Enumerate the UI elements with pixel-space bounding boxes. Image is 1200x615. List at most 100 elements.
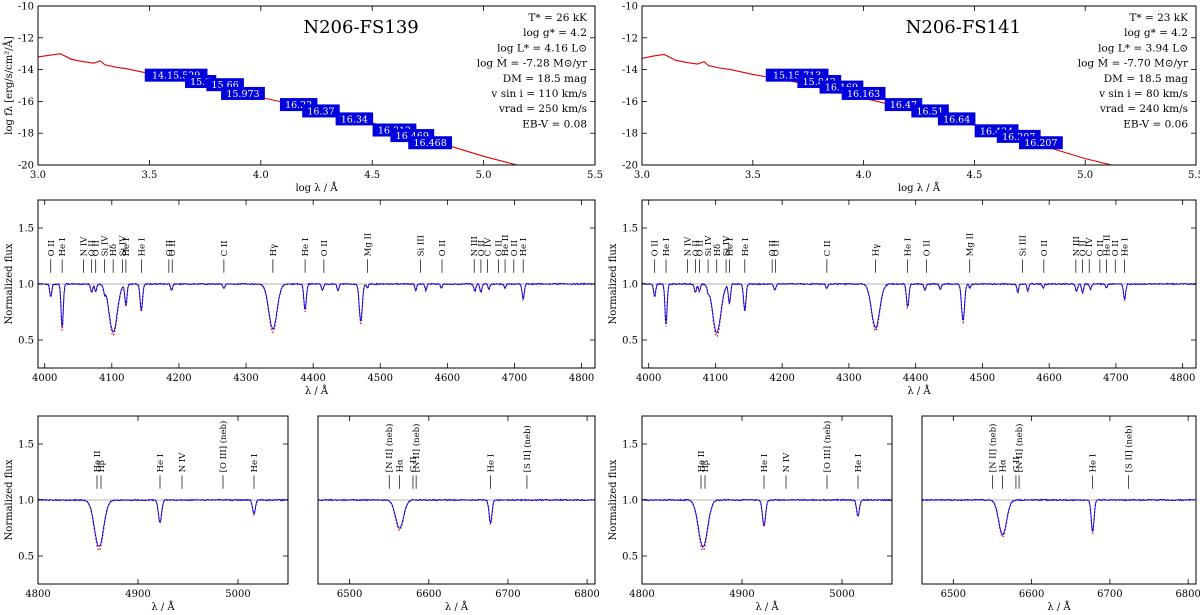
- x-axis-label: λ / Å: [1047, 601, 1071, 613]
- stellar-parameter: log Ṁ = -7.70 M⊙/yr: [1078, 56, 1189, 70]
- photometry-badge: [937, 112, 976, 126]
- model-spectrum: [38, 499, 288, 551]
- stellar-parameter: log g* = 4.2: [1124, 27, 1188, 39]
- y-tick-label: 1.0: [622, 280, 638, 291]
- x-tick-label: 6700: [1097, 589, 1122, 600]
- line-id-label: He I: [156, 454, 166, 473]
- line-id-label: Hβ: [701, 460, 711, 472]
- y-tick-label: 0.5: [622, 552, 638, 563]
- photometry-label: 15.7: [190, 77, 211, 88]
- line-id-label: N IV: [782, 452, 792, 472]
- line-id-label: O II: [651, 240, 661, 256]
- x-tick-label: 4.5: [966, 170, 982, 181]
- x-tick-label: 4300: [836, 373, 861, 384]
- line-id-label: Mg II: [364, 233, 374, 257]
- photometry-badge: [408, 136, 453, 150]
- y-tick-label: 1.5: [18, 224, 34, 235]
- plot-frame: [641, 5, 1197, 166]
- y-tick-label: 1.5: [622, 224, 638, 235]
- line-id-label: O II: [691, 240, 701, 256]
- y-tick-label: 1.5: [18, 440, 34, 451]
- panel-blue-fs141: 4000 4100 4200 4300 4400 4500 4600 4700 4800 0.5 1…: [608, 199, 1197, 397]
- x-tick-label: 3.0: [634, 170, 650, 181]
- panel-hb-fs139: 4800 4900 5000 0.5 1.0 1.5 λ / Å Normalized flu…: [4, 415, 289, 613]
- panel-blue-fs139: 4000 4100 4200 4300 4400 4500 4600 4700 4800 0.5 1…: [4, 199, 596, 397]
- observed-spectrum: [642, 282, 1196, 334]
- line-id-label: O II: [88, 240, 98, 256]
- line-id-label: [S II] (neb): [522, 425, 533, 472]
- line-id-label: He I: [301, 238, 311, 257]
- line-id-label: O II: [1096, 240, 1106, 256]
- photometry-badge: [1018, 136, 1063, 150]
- stellar-parameter: vrad = 240 km/s: [1099, 103, 1188, 115]
- line-id-label: O II: [92, 240, 102, 256]
- y-tick-label: -14: [18, 65, 34, 76]
- line-id-label: Si III: [1018, 235, 1028, 256]
- stellar-parameter: log Ṁ = -7.28 M⊙/yr: [477, 56, 588, 70]
- x-tick-label: 4800: [1170, 373, 1195, 384]
- x-tick-label: 4700: [502, 373, 527, 384]
- y-tick-label: -18: [622, 129, 638, 140]
- photometry-label: 16.207: [1024, 138, 1057, 149]
- photometry-label: 16.51: [916, 106, 943, 117]
- line-id-label: He I: [662, 238, 672, 257]
- photometry-label: 15.15.713: [773, 71, 821, 82]
- x-tick-label: 4800: [25, 589, 50, 600]
- model-spectrum: [642, 499, 892, 551]
- line-id-label: [N II] (neb): [1014, 424, 1025, 473]
- x-axis-label: log λ / Å: [898, 182, 941, 194]
- photometry-label: 16.22: [285, 100, 312, 111]
- x-tick-label: 4900: [125, 589, 150, 600]
- x-tick-label: 6500: [941, 589, 966, 600]
- y-axis-label: Normalized flux: [4, 459, 15, 540]
- y-tick-label: -10: [622, 2, 638, 13]
- y-tick-label: -10: [18, 2, 34, 13]
- x-tick-label: 5.5: [587, 170, 603, 181]
- line-id-label: Hα: [396, 459, 406, 472]
- line-id-label: Si IV: [119, 235, 129, 257]
- x-tick-label: 4200: [769, 373, 794, 384]
- y-tick-label: -16: [18, 97, 34, 108]
- y-tick-label: -18: [18, 129, 34, 140]
- x-tick-label: 5.0: [1077, 170, 1093, 181]
- panel-hb-fs141: 4800 4900 5000 0.5 1.0 1.5 λ / Å Normalized flu…: [608, 415, 893, 613]
- observed-spectrum: [38, 498, 288, 547]
- line-id-label: [S II] (neb): [1124, 425, 1135, 472]
- line-id-label: N IV: [683, 236, 693, 256]
- y-tick-label: 0.5: [18, 552, 34, 563]
- stellar-parameter: DM = 18.5 mag: [503, 73, 588, 85]
- photometry-label: 16.163: [847, 89, 880, 100]
- line-id-label: [N II] (neb): [987, 424, 998, 473]
- plot-frame: [921, 415, 1197, 585]
- observed-spectrum: [922, 498, 1196, 536]
- line-id-label: He II: [93, 450, 103, 472]
- line-id-label: O II: [695, 240, 705, 256]
- line-id-label: He I: [760, 454, 770, 473]
- line-id-label: [O III] (neb): [822, 421, 833, 473]
- model-spectrum: [922, 499, 1196, 538]
- line-id-label: N IV: [178, 452, 188, 472]
- plot-frame: [37, 5, 596, 166]
- line-id-label: He I: [519, 238, 529, 257]
- line-id-label: He I: [854, 454, 864, 473]
- model-spectrum: [642, 283, 1196, 338]
- x-axis-label: λ / Å: [907, 385, 931, 397]
- photometry-label: 16.47: [890, 100, 917, 111]
- line-id-label: [O III] (neb): [218, 421, 229, 473]
- line-id-label: He II: [1103, 234, 1113, 256]
- x-tick-label: 6800: [574, 589, 599, 600]
- stellar-parameter: v sin i = 80 km/s: [1098, 88, 1188, 100]
- x-axis-label: λ / Å: [755, 601, 779, 613]
- y-tick-label: -12: [622, 33, 638, 44]
- photometry-badge: [841, 86, 886, 100]
- stellar-parameter: v sin i = 110 km/s: [490, 88, 587, 100]
- line-id-label: Si III: [417, 235, 427, 256]
- photometry-label: 15.66: [212, 80, 239, 91]
- x-tick-label: 6600: [416, 589, 441, 600]
- line-id-label: He I: [904, 238, 914, 257]
- y-axis-label: Normalized flux: [608, 243, 619, 324]
- x-tick-label: 4400: [903, 373, 928, 384]
- observed-spectrum: [38, 282, 595, 333]
